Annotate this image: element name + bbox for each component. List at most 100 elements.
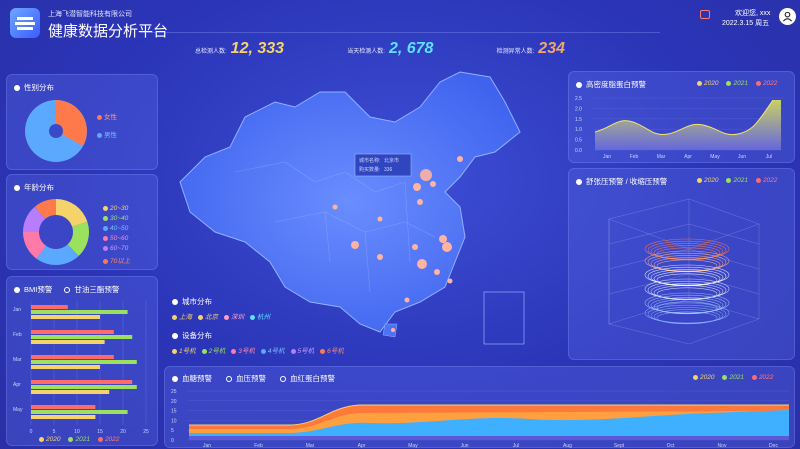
- bp-3d-chart: [608, 198, 760, 345]
- bullet-icon: [576, 81, 582, 88]
- device-item[interactable]: 2号机: [201, 345, 225, 355]
- tick-label: Jul: [766, 154, 772, 160]
- legend-2020: 2020: [697, 177, 718, 184]
- gender-legend: 女性 男性: [97, 111, 117, 139]
- hdl-legend: 2020 2021 2022: [697, 80, 777, 87]
- tab-hemoglobin[interactable]: 血红蛋白预警: [290, 374, 335, 383]
- tick-label: 0: [30, 429, 33, 435]
- tick-label: Jul: [513, 443, 519, 449]
- category-label: Apr: [13, 382, 21, 388]
- city-item[interactable]: 北京: [198, 311, 218, 321]
- bar: [31, 355, 114, 359]
- tick-label: Oct: [667, 443, 675, 449]
- city-item[interactable]: 杭州: [250, 311, 270, 321]
- device-item[interactable]: 3号机: [231, 345, 255, 355]
- tick-label: 5: [53, 429, 56, 435]
- bar: [31, 335, 133, 339]
- stats-bar: 总检测人数: 12, 333 当天检测人数: 2, 678 检测异常人数: 23…: [195, 38, 565, 60]
- radio-icon: [280, 375, 286, 382]
- legend-2021: 2021: [68, 436, 90, 443]
- tick-label: Mar: [306, 443, 315, 449]
- tick-label: 10: [171, 418, 177, 424]
- user-icon: [782, 11, 793, 22]
- legend-2022: 2022: [97, 436, 119, 443]
- device-item[interactable]: 6号机: [320, 345, 344, 355]
- user-avatar[interactable]: [779, 8, 796, 25]
- city-item[interactable]: 上海: [172, 311, 192, 321]
- age-panel: 年龄分布 20~30 30~40 40~50 50~60 60~70 70以上: [6, 174, 158, 270]
- stat-abnormal-value: 234: [538, 40, 565, 57]
- stat-total-value: 12, 333: [230, 40, 285, 57]
- city-item[interactable]: 深圳: [224, 311, 244, 321]
- hdl-title: 高密度脂蛋白预警: [586, 80, 646, 89]
- bar: [31, 315, 100, 319]
- tick-label: 1.5: [575, 117, 582, 123]
- bar: [31, 390, 110, 394]
- tick-label: 20: [120, 429, 126, 435]
- stat-today: 当天检测人数: 2, 678: [347, 40, 433, 58]
- map-tooltip-value2: 336: [384, 167, 393, 173]
- city-title: 城市分布: [182, 297, 212, 306]
- logo: [10, 8, 40, 38]
- category-label: May: [13, 407, 23, 413]
- tick-label: 20: [171, 399, 177, 405]
- legend-2022: 2022: [755, 80, 777, 87]
- bar: [31, 330, 114, 334]
- tab-triglyceride[interactable]: 甘油三酯预警: [74, 285, 120, 294]
- tab-blood-pressure[interactable]: 血压预警: [236, 374, 266, 383]
- tick-label: 2.0: [575, 106, 582, 112]
- tick-label: May: [710, 154, 720, 160]
- bullet-icon: [14, 184, 20, 191]
- stat-today-label: 当天检测人数:: [347, 49, 385, 55]
- donut-slice: [23, 206, 46, 232]
- age-donut: [23, 199, 89, 265]
- bar: [31, 360, 137, 364]
- age-legend-item: 50~60: [103, 235, 130, 242]
- bp-title: 舒张压预警 / 收缩压预警: [586, 177, 668, 186]
- gender-pie: [25, 100, 87, 162]
- age-title: 年龄分布: [24, 183, 54, 192]
- device-item[interactable]: 5号机: [290, 345, 314, 355]
- tab-bmi[interactable]: BMI预警: [24, 285, 53, 294]
- torus-ring: [656, 301, 718, 315]
- bar: [31, 385, 137, 389]
- tick-label: Jun: [738, 154, 746, 160]
- device-legend: 1号机 2号机 3号机 4号机 5号机 6号机: [172, 345, 344, 355]
- donut-slice: [23, 232, 47, 259]
- age-legend-item: 70以上: [103, 255, 130, 265]
- legend-2022: 2022: [755, 177, 777, 184]
- tick-label: 10: [74, 429, 80, 435]
- tick-label: Mar: [657, 154, 666, 160]
- donut-slice: [67, 221, 89, 257]
- gender-panel: 性别分布 女性 男性: [6, 74, 158, 170]
- tick-label: Nov: [718, 443, 727, 449]
- category-label: Feb: [13, 332, 22, 338]
- map-tooltip-value1: 北京市: [384, 157, 399, 164]
- tick-label: 15: [97, 429, 103, 435]
- stat-total: 总检测人数: 12, 333: [195, 40, 284, 58]
- city-section: 城市分布 上海 北京 深圳 杭州: [172, 296, 270, 321]
- page-title: 健康数据分析平台: [48, 23, 169, 40]
- tick-label: Sept: [614, 443, 625, 449]
- bmi-bar-chart: 0 5 10 15 20 25 Jan Feb Mar Apr May: [13, 301, 149, 435]
- device-item[interactable]: 1号机: [172, 345, 196, 355]
- tick-label: Apr: [684, 154, 692, 160]
- legend-male: 男性: [97, 129, 117, 139]
- torus-ring: [656, 287, 718, 301]
- tick-label: 1.0: [575, 127, 582, 133]
- tick-label: 25: [171, 389, 177, 395]
- china-map[interactable]: 城市名称: 北京市 购买数量: 336: [175, 62, 565, 352]
- date-text: 2022.3.15 周五: [722, 20, 770, 27]
- device-item[interactable]: 4号机: [260, 345, 285, 355]
- age-legend: 20~30 30~40 40~50 50~60 60~70 70以上: [103, 205, 130, 265]
- donut-slice: [56, 199, 88, 227]
- alert-icon[interactable]: [700, 10, 710, 19]
- bar: [31, 410, 128, 414]
- hdl-panel: 高密度脂蛋白预警 2020 2021 2022 2.5 2.0 1.5 1.0 0.5 0…: [568, 71, 795, 163]
- donut-slice: [36, 244, 79, 265]
- city-legend: 上海 北京 深圳 杭州: [172, 311, 270, 321]
- bar: [31, 340, 105, 344]
- tick-label: Jun: [460, 443, 468, 449]
- bp-panel: 舒张压预警 / 收缩压预警 2020 2021 2022: [568, 168, 795, 360]
- tab-blood-sugar[interactable]: 血糖预警: [182, 374, 212, 383]
